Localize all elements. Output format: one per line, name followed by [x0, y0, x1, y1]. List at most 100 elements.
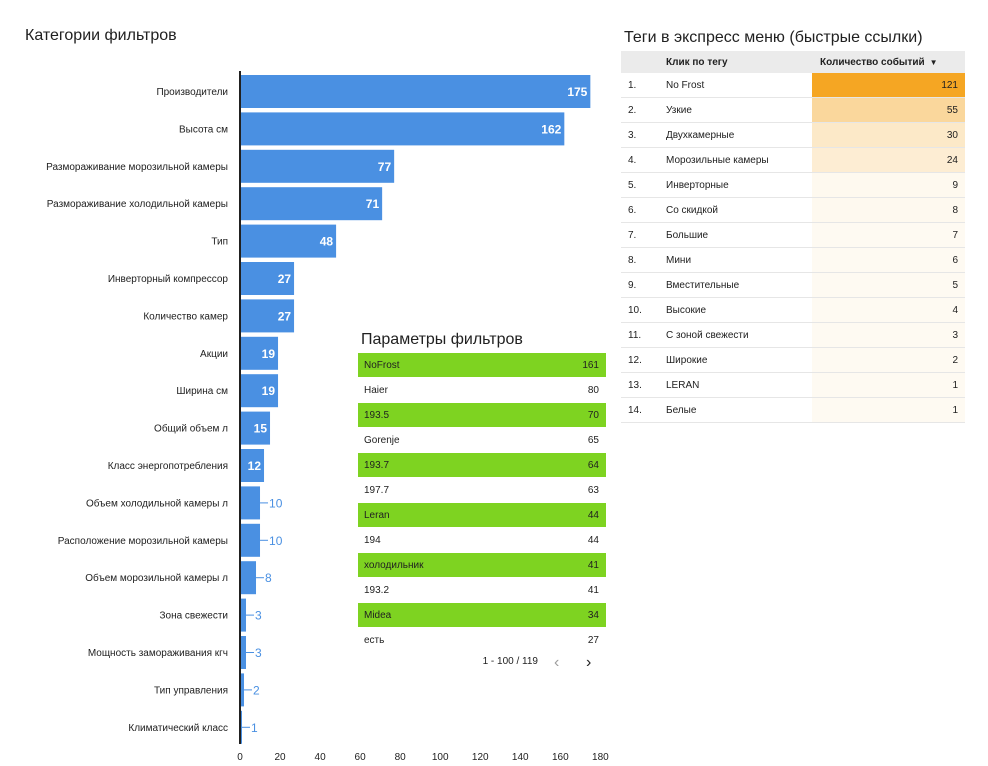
- bar-8[interactable]: [240, 374, 279, 408]
- bar-17[interactable]: [240, 710, 243, 744]
- bar-chart-title: Категории фильтров: [25, 27, 177, 44]
- tags-row-label: LERAN: [666, 379, 700, 391]
- bar-7[interactable]: [240, 336, 279, 370]
- bar-12[interactable]: [240, 523, 261, 557]
- bar-5[interactable]: [240, 262, 295, 295]
- params-row[interactable]: Gorenje 65: [358, 428, 606, 452]
- tags-row-index: 11.: [628, 329, 642, 341]
- x-tick-label: 80: [395, 752, 407, 763]
- category-label: Мощность замораживания кгч: [88, 648, 228, 659]
- tags-row-value: 5: [812, 273, 965, 297]
- tags-table: Клик по тегу Количество событий ▼ 1. No F…: [621, 51, 965, 423]
- params-table-title: Параметры фильтров: [361, 331, 523, 348]
- tags-row[interactable]: 8. Мини 6: [621, 248, 965, 273]
- bar-0[interactable]: [240, 75, 591, 108]
- header-event-count[interactable]: Количество событий ▼: [820, 56, 938, 68]
- bar-3[interactable]: [240, 187, 383, 221]
- tags-row-index: 9.: [628, 279, 637, 291]
- bar-10[interactable]: [240, 449, 265, 482]
- tags-row-value: 6: [812, 248, 965, 272]
- params-row-value: 27: [587, 634, 599, 646]
- category-label: Класс энергопотребления: [108, 460, 228, 472]
- tags-row-value: 24: [812, 148, 965, 172]
- chevron-right-icon[interactable]: ›: [586, 654, 592, 671]
- sort-desc-icon[interactable]: ▼: [929, 57, 938, 67]
- bar-9[interactable]: [240, 411, 271, 445]
- tags-row-index: 8.: [628, 254, 637, 266]
- tags-row-value: 3: [812, 323, 965, 347]
- tags-row-label: С зоной свежести: [666, 329, 749, 341]
- bar-4[interactable]: [240, 224, 337, 258]
- params-row-label: 197.7: [364, 484, 390, 496]
- params-row-label: Midea: [364, 609, 392, 621]
- header-tag-click[interactable]: Клик по тегу: [666, 56, 728, 68]
- params-row[interactable]: 197.7 63: [358, 478, 606, 502]
- params-row[interactable]: есть 27: [358, 628, 606, 652]
- chevron-left-icon[interactable]: ‹: [554, 654, 560, 671]
- tags-row[interactable]: 5. Инверторные 9: [621, 173, 965, 198]
- bar-value-label: 12: [248, 459, 262, 473]
- tags-row-index: 4.: [628, 154, 637, 166]
- tags-row[interactable]: 11. С зоной свежести 3: [621, 323, 965, 348]
- tags-row[interactable]: 13. LERAN 1: [621, 373, 965, 398]
- bar-value-label: 48: [320, 235, 334, 249]
- params-row-value: 44: [587, 534, 599, 546]
- bar-6[interactable]: [240, 299, 295, 333]
- tags-row[interactable]: 10. Высокие 4: [621, 298, 965, 323]
- params-row[interactable]: 193.2 41: [358, 578, 606, 602]
- tags-row-label: Широкие: [666, 354, 708, 366]
- bar-16[interactable]: [240, 673, 245, 707]
- tags-row[interactable]: 14. Белые 1: [621, 398, 965, 423]
- pagination-range: 1 - 100 / 119: [482, 656, 538, 667]
- tags-row-label: Мини: [666, 254, 692, 266]
- tags-row[interactable]: 7. Большие 7: [621, 223, 965, 248]
- tags-row-index: 13.: [628, 379, 642, 391]
- tags-table-title: Теги в экспресс меню (быстрые ссылки): [624, 29, 923, 46]
- params-row[interactable]: 194 44: [358, 528, 606, 552]
- params-row[interactable]: NoFrost 161: [358, 353, 606, 377]
- x-tick-label: 0: [237, 752, 243, 763]
- tags-row-label: Большие: [666, 229, 709, 241]
- tags-row[interactable]: 2. Узкие 55: [621, 98, 965, 123]
- params-pagination: 1 - 100 / 119 ‹ ›: [358, 650, 606, 676]
- tags-row-label: Узкие: [666, 104, 692, 116]
- tags-row-index: 10.: [628, 304, 642, 316]
- params-row-label: NoFrost: [364, 359, 400, 371]
- params-row[interactable]: Haier 80: [358, 378, 606, 402]
- category-label: Объем морозильной камеры л: [85, 572, 228, 584]
- bar-value-label: 15: [254, 422, 268, 436]
- bar-1[interactable]: [240, 112, 565, 146]
- category-label: Количество камер: [143, 311, 228, 322]
- bar-11[interactable]: [240, 486, 261, 520]
- params-row-label: Gorenje: [364, 434, 400, 446]
- category-label: Акции: [200, 349, 228, 360]
- tags-row[interactable]: 4. Морозильные камеры 24: [621, 148, 965, 173]
- params-row[interactable]: 193.5 70: [358, 403, 606, 427]
- category-label: Ширина см: [176, 386, 228, 397]
- bar-2[interactable]: [240, 149, 395, 183]
- category-label: Тип управления: [154, 685, 228, 696]
- tags-row-value: 1: [812, 373, 965, 397]
- bar-14[interactable]: [240, 598, 247, 632]
- category-label: Климатический класс: [128, 723, 228, 734]
- tags-row-value: 4: [812, 298, 965, 322]
- params-row-label: 194: [364, 534, 381, 546]
- bar-13[interactable]: [240, 561, 257, 595]
- tags-row[interactable]: 6. Со скидкой 8: [621, 198, 965, 223]
- tags-row-index: 5.: [628, 179, 637, 191]
- params-row-value: 41: [587, 584, 599, 596]
- params-row-label: 193.5: [364, 409, 390, 421]
- x-tick-label: 120: [472, 752, 489, 763]
- params-row[interactable]: Midea 34: [358, 603, 606, 627]
- params-row[interactable]: Leran 44: [358, 503, 606, 527]
- tags-row[interactable]: 1. No Frost 121: [621, 73, 965, 98]
- tags-row[interactable]: 12. Широкие 2: [621, 348, 965, 373]
- bar-value-label: 162: [541, 122, 561, 136]
- params-row[interactable]: 193.7 64: [358, 453, 606, 477]
- tags-row[interactable]: 3. Двухкамерные 30: [621, 123, 965, 148]
- params-row[interactable]: холодильник 41: [358, 553, 606, 577]
- category-label: Размораживание холодильной камеры: [47, 199, 228, 210]
- bar-15[interactable]: [240, 636, 247, 669]
- bar-value-label: 19: [262, 384, 276, 398]
- tags-row[interactable]: 9. Вместительные 5: [621, 273, 965, 298]
